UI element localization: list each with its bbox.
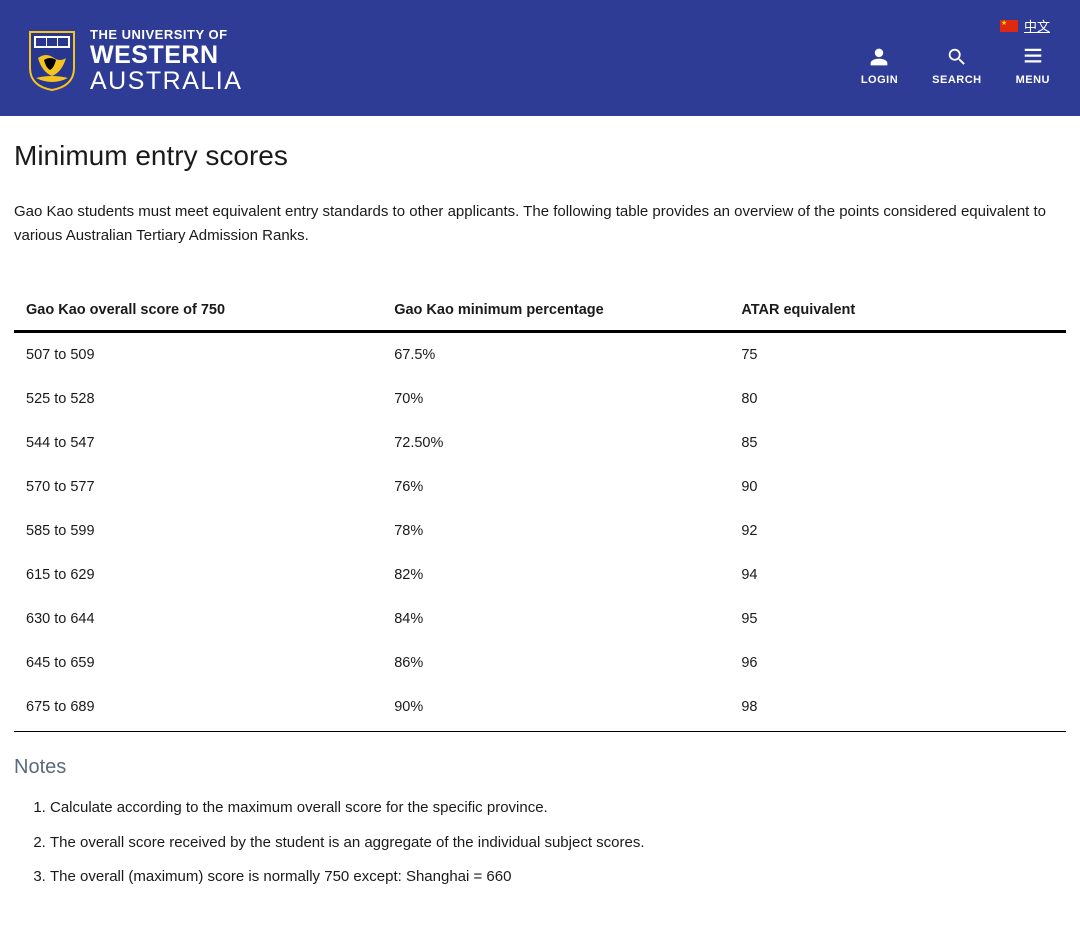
- logo-line3: AUSTRALIA: [90, 68, 242, 94]
- table-cell: 90: [729, 465, 1066, 509]
- table-row: 525 to 52870%80: [14, 377, 1066, 421]
- table-cell: 86%: [382, 641, 729, 685]
- menu-label: MENU: [1016, 74, 1050, 86]
- table-cell: 96: [729, 641, 1066, 685]
- table-cell: 84%: [382, 597, 729, 641]
- table-row: 507 to 50967.5%75: [14, 332, 1066, 378]
- china-flag-icon: [1000, 20, 1018, 32]
- table-row: 570 to 57776%90: [14, 465, 1066, 509]
- table-cell: 525 to 528: [14, 377, 382, 421]
- site-header: 中文 THE UNIVERSITY OF WESTERN AUSTRALIA L…: [0, 0, 1080, 116]
- header-actions: LOGIN SEARCH MENU: [861, 46, 1050, 86]
- search-icon: [946, 46, 968, 68]
- university-crest-icon: [28, 30, 76, 92]
- table-cell: 85: [729, 421, 1066, 465]
- table-row: 630 to 64484%95: [14, 597, 1066, 641]
- table-cell: 630 to 644: [14, 597, 382, 641]
- table-cell: 90%: [382, 685, 729, 732]
- menu-button[interactable]: MENU: [1016, 46, 1050, 86]
- table-cell: 645 to 659: [14, 641, 382, 685]
- table-cell: 67.5%: [382, 332, 729, 378]
- login-label: LOGIN: [861, 74, 898, 86]
- table-cell: 75: [729, 332, 1066, 378]
- scores-table: Gao Kao overall score of 750 Gao Kao min…: [14, 290, 1066, 732]
- table-cell: 78%: [382, 509, 729, 553]
- table-header: ATAR equivalent: [729, 290, 1066, 332]
- table-cell: 615 to 629: [14, 553, 382, 597]
- table-row: 615 to 62982%94: [14, 553, 1066, 597]
- notes-heading: Notes: [14, 756, 1066, 779]
- table-cell: 70%: [382, 377, 729, 421]
- main-content: Minimum entry scores Gao Kao students mu…: [0, 116, 1080, 931]
- login-button[interactable]: LOGIN: [861, 46, 898, 86]
- university-name: THE UNIVERSITY OF WESTERN AUSTRALIA: [90, 28, 242, 94]
- table-cell: 544 to 547: [14, 421, 382, 465]
- table-cell: 98: [729, 685, 1066, 732]
- page-title: Minimum entry scores: [14, 140, 1066, 172]
- table-cell: 507 to 509: [14, 332, 382, 378]
- table-header: Gao Kao minimum percentage: [382, 290, 729, 332]
- table-header-row: Gao Kao overall score of 750 Gao Kao min…: [14, 290, 1066, 332]
- table-cell: 585 to 599: [14, 509, 382, 553]
- table-row: 645 to 65986%96: [14, 641, 1066, 685]
- language-bar: 中文: [1000, 16, 1050, 35]
- table-cell: 570 to 577: [14, 465, 382, 509]
- logo-line2: WESTERN: [90, 42, 242, 68]
- table-header: Gao Kao overall score of 750: [14, 290, 382, 332]
- user-icon: [868, 46, 890, 68]
- table-cell: 76%: [382, 465, 729, 509]
- language-link[interactable]: 中文: [1024, 16, 1050, 35]
- table-cell: 82%: [382, 553, 729, 597]
- table-row: 675 to 68990%98: [14, 685, 1066, 732]
- table-cell: 72.50%: [382, 421, 729, 465]
- hamburger-icon: [1022, 46, 1044, 68]
- intro-paragraph: Gao Kao students must meet equivalent en…: [14, 200, 1066, 248]
- site-logo[interactable]: THE UNIVERSITY OF WESTERN AUSTRALIA: [28, 28, 242, 94]
- notes-item: Calculate according to the maximum overa…: [50, 797, 1066, 820]
- table-row: 585 to 59978%92: [14, 509, 1066, 553]
- notes-item: The overall (maximum) score is normally …: [50, 866, 1066, 889]
- notes-item: The overall score received by the studen…: [50, 832, 1066, 855]
- table-cell: 95: [729, 597, 1066, 641]
- logo-line1: THE UNIVERSITY OF: [90, 28, 242, 42]
- table-row: 544 to 54772.50%85: [14, 421, 1066, 465]
- search-button[interactable]: SEARCH: [932, 46, 981, 86]
- table-cell: 94: [729, 553, 1066, 597]
- table-cell: 92: [729, 509, 1066, 553]
- table-cell: 80: [729, 377, 1066, 421]
- search-label: SEARCH: [932, 74, 981, 86]
- table-cell: 675 to 689: [14, 685, 382, 732]
- notes-list: Calculate according to the maximum overa…: [14, 797, 1066, 889]
